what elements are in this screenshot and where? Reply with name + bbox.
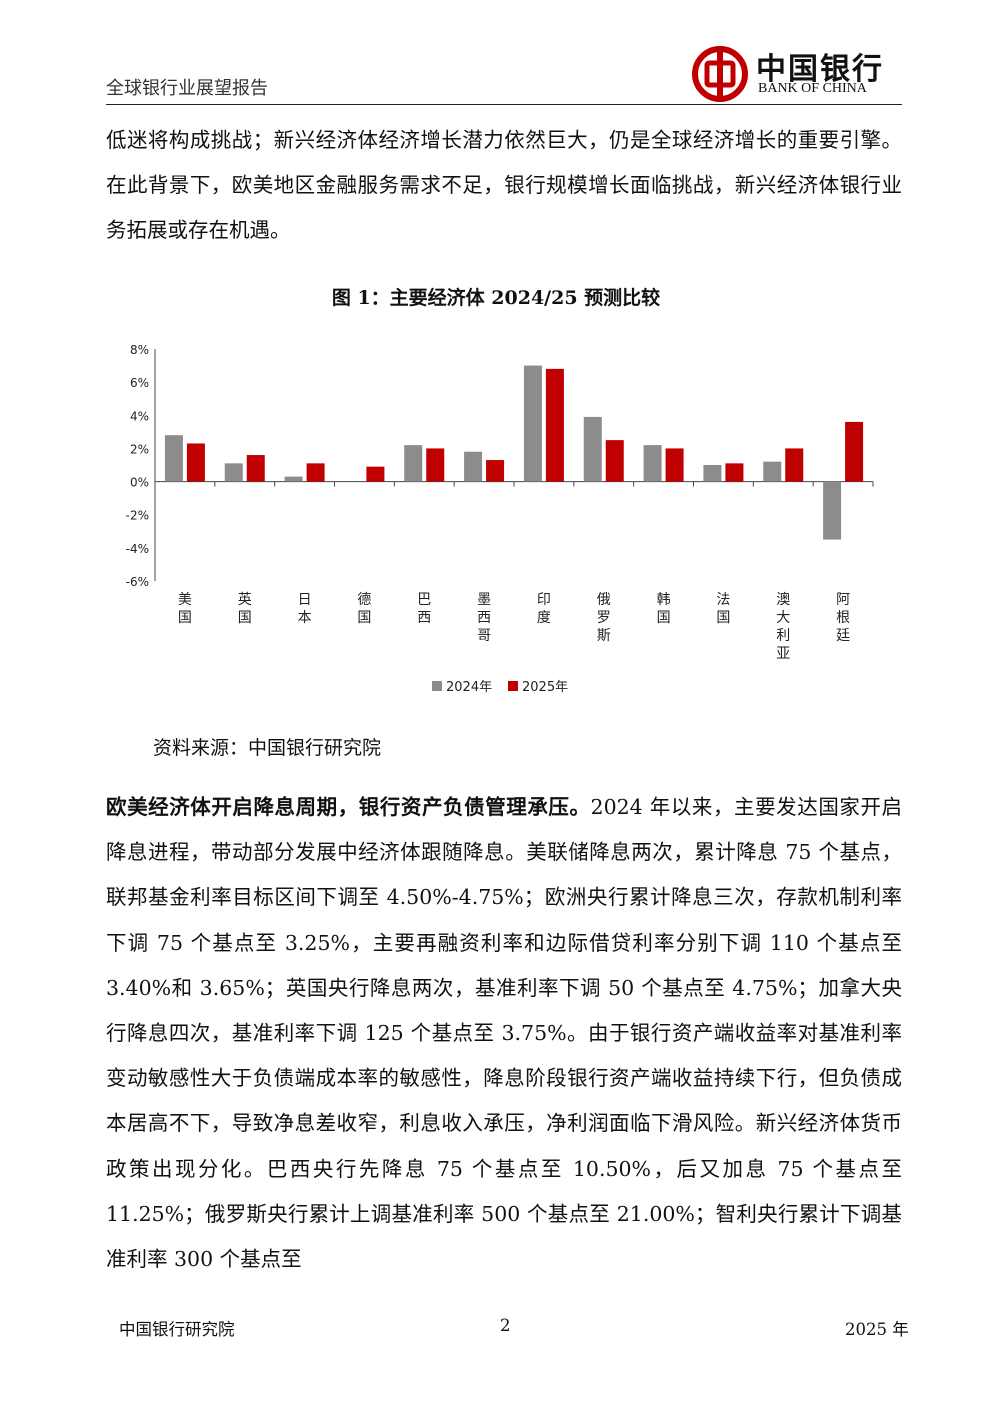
bar-2024-9 [703,465,722,482]
y-tick-label: 2% [130,442,149,456]
category-label-char: 阿 [836,592,850,608]
y-tick-label: 6% [130,376,149,390]
category-label-char: 日 [298,592,312,608]
bar-2024-6 [523,365,542,482]
category-label-char: 墨 [477,592,491,608]
category-label-char: 德 [357,592,371,608]
category-label-char: 国 [716,610,730,626]
bar-2024-0 [164,435,183,482]
figure-title: 图 1：主要经济体 2024/25 预测比较 [331,287,661,309]
bar-2025-0 [186,443,205,482]
logo-english-name: BANK OF CHINA [758,81,867,96]
bar-2024-1 [224,463,243,482]
footer-org: 中国银行研究院 [119,1320,235,1339]
y-tick-label: 8% [130,343,149,357]
bar-2024-8 [643,445,662,482]
y-tick-label: -6% [126,575,149,589]
category-label-char: 本 [298,610,312,626]
legend-swatch-1 [508,681,518,691]
bar-2024-5 [464,451,483,482]
body-paragraph: 欧美经济体开启降息周期，银行资产负债管理承压。2024 年以来，主要发达国家开启… [106,785,902,1282]
bar-2025-7 [605,440,624,482]
category-label-char: 国 [657,610,671,626]
page-header: 全球银行业展望报告 中国银行 BANK OF CHINA [106,44,902,105]
body-lead-bold: 欧美经济体开启降息周期，银行资产负债管理承压。 [106,795,591,819]
bar-2025-11 [845,421,864,482]
category-label-char: 韩 [657,592,671,608]
bar-2024-2 [284,476,303,482]
category-label-char: 巴 [417,592,431,608]
figure-source: 资料来源：中国银行研究院 [153,737,382,759]
category-label-char: 利 [776,628,790,644]
category-label-char: 罗 [597,610,611,626]
bar-2025-5 [486,460,505,482]
category-label-char: 斯 [597,628,611,644]
bar-2025-4 [426,448,445,482]
y-tick-label: 4% [130,409,149,423]
category-label-char: 度 [537,610,551,626]
category-label-char: 法 [716,592,730,608]
bank-of-china-logo-icon [692,46,748,102]
y-tick-label: 0% [130,476,149,490]
category-label-char: 大 [776,610,790,626]
category-label-char: 澳 [776,592,790,608]
bar-2025-10 [785,448,804,482]
bar-2025-8 [665,448,684,482]
body-text: 2024 年以来，主要发达国家开启降息进程，带动部分发展中经济体跟随降息。美联储… [106,795,903,1272]
bar-2025-9 [725,463,744,482]
bar-2024-11 [823,481,842,540]
category-label-char: 亚 [776,646,790,662]
category-label-char: 西 [417,610,431,626]
category-label-char: 西 [477,610,491,626]
y-tick-label: -4% [126,542,149,556]
bar-2025-2 [306,463,325,482]
bar-2024-7 [583,416,602,482]
footer-year: 2025 年 [845,1320,909,1339]
bar-2024-4 [404,445,423,482]
bank-logo: 中国银行 BANK OF CHINA [692,44,902,102]
legend-swatch-0 [432,681,442,691]
category-label-char: 俄 [597,592,611,608]
category-label-char: 国 [357,610,371,626]
y-tick-label: -2% [126,509,149,523]
category-label-char: 国 [178,610,192,626]
logo-chinese-name: 中国银行 [756,52,884,87]
footer-page-number: 2 [500,1316,511,1335]
category-label-char: 英 [238,591,252,608]
category-label-char: 根 [836,610,850,626]
bar-2025-6 [545,368,564,482]
legend-label-1: 2025年 [522,680,568,695]
bar-2024-10 [763,461,782,482]
bar-2025-1 [246,455,265,482]
category-label-char: 廷 [836,628,850,644]
category-label-char: 印 [537,592,551,608]
gdp-forecast-bar-chart: 8%6%4%2%0%-2%-4%-6%美国英国日本德国巴西墨西哥印度俄罗斯韩国法… [126,343,874,695]
bar-2025-3 [366,466,385,482]
category-label-char: 国 [238,610,252,626]
legend-label-0: 2024年 [446,680,492,695]
category-label-char: 哥 [477,628,491,644]
intro-paragraph: 低迷将构成挑战；新兴经济体经济增长潜力依然巨大，仍是全球经济增长的重要引擎。在此… [106,128,902,243]
category-label-char: 美 [178,592,192,608]
report-title: 全球银行业展望报告 [106,78,268,99]
